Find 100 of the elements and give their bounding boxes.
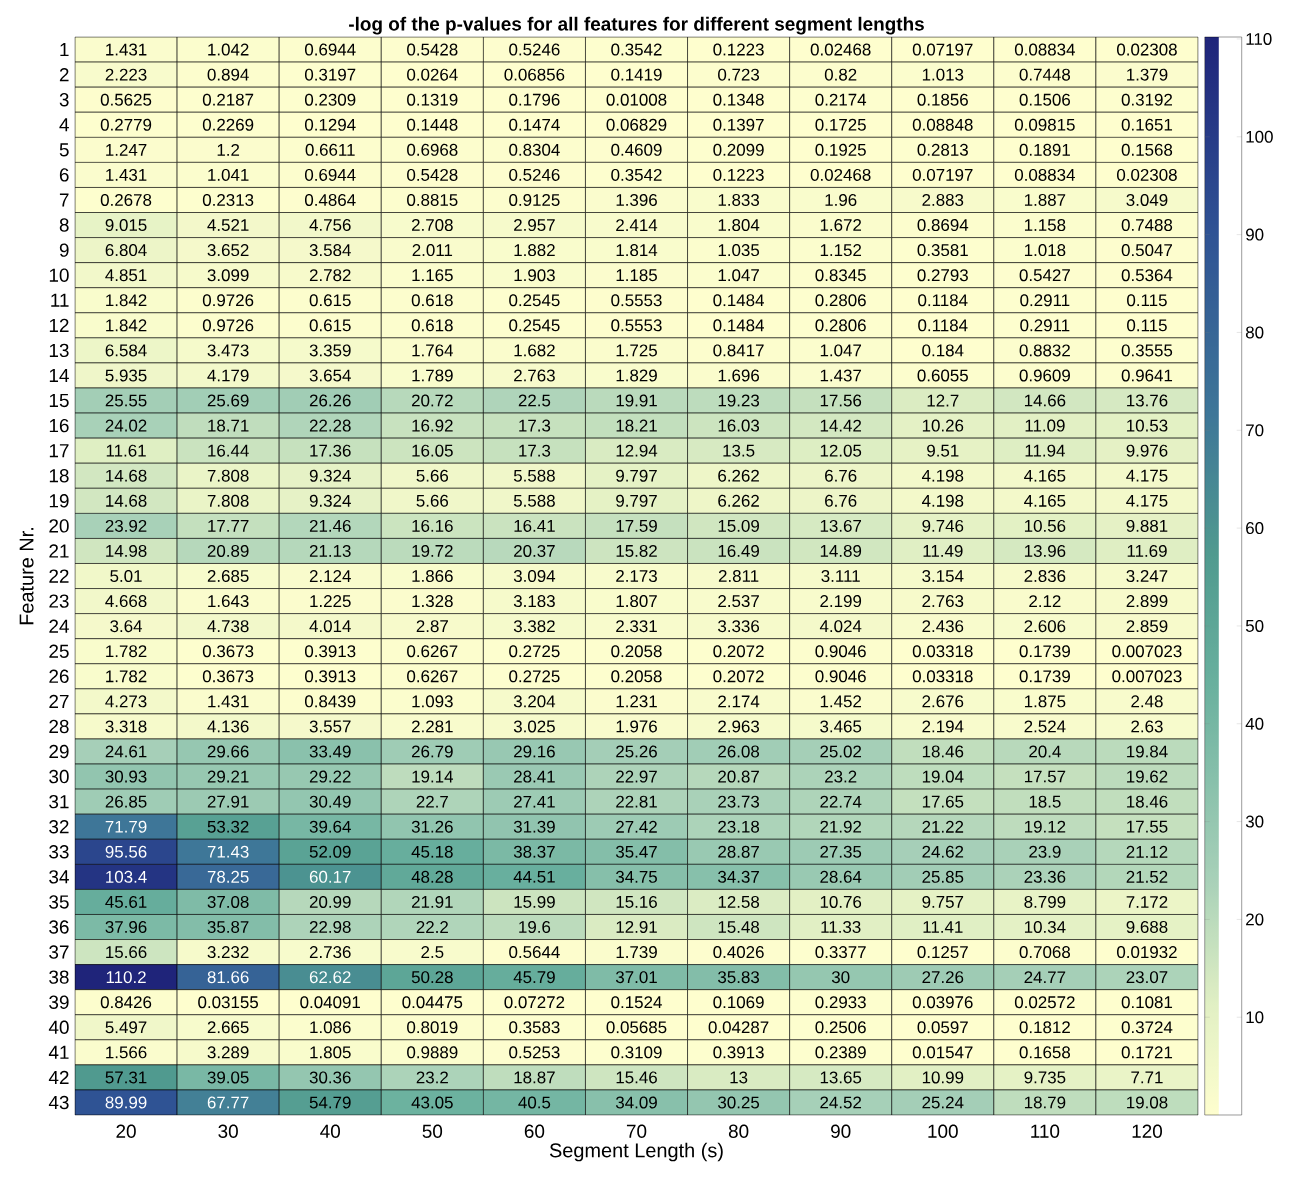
data-label: 2.414 xyxy=(616,219,658,231)
data-label: 2.223 xyxy=(105,68,147,81)
data-label: 6.262 xyxy=(718,469,759,482)
data-label: 0.2058 xyxy=(611,645,662,658)
data-label: 16.49 xyxy=(718,544,759,557)
data-label: 0.3913 xyxy=(304,645,356,658)
data-label: 1.782 xyxy=(106,645,147,658)
data-label: 1.566 xyxy=(106,1046,147,1059)
data-label: 0.6944 xyxy=(304,43,356,56)
data-label: 2.281 xyxy=(411,720,453,733)
data-label: 30 xyxy=(831,971,850,984)
data-label: 3.289 xyxy=(207,1046,249,1059)
data-label: 0.2911 xyxy=(1020,294,1070,307)
data-label: 25.85 xyxy=(922,870,964,883)
data-label: 5.588 xyxy=(513,469,555,482)
data-label: 21.92 xyxy=(820,820,862,833)
data-label: 0.8832 xyxy=(1019,344,1070,357)
data-label: 0.3197 xyxy=(304,68,356,81)
y-tick-label: 7 xyxy=(59,193,69,207)
data-label: 71.43 xyxy=(207,845,249,858)
data-label: 3.318 xyxy=(105,720,147,733)
data-label: 26.85 xyxy=(105,795,147,808)
data-label: 0.723 xyxy=(718,68,760,81)
data-label: 0.1474 xyxy=(509,118,560,131)
data-label: 1.379 xyxy=(1127,68,1168,81)
data-label: 0.1223 xyxy=(713,168,764,181)
data-label: 45.79 xyxy=(513,971,555,984)
data-label: 2.174 xyxy=(718,695,760,708)
data-label: 16.03 xyxy=(718,419,760,432)
data-label: 0.5246 xyxy=(509,43,560,56)
y-tick-label: 24 xyxy=(49,619,69,633)
data-label: 78.25 xyxy=(207,870,249,883)
data-label: 5.01 xyxy=(110,570,142,583)
y-tick-label: 34 xyxy=(49,870,69,884)
data-label: 1.018 xyxy=(1024,244,1066,257)
data-label: 30.49 xyxy=(309,795,351,808)
data-label: 0.08848 xyxy=(912,118,973,131)
data-label: 0.2309 xyxy=(304,93,356,106)
data-label: 8.799 xyxy=(1024,895,1066,908)
data-label: 62.62 xyxy=(309,971,351,984)
data-label: 2.708 xyxy=(411,219,453,232)
data-label: 2.859 xyxy=(1126,620,1168,633)
data-label: 1.047 xyxy=(820,344,862,357)
data-label: 13.96 xyxy=(1024,544,1066,557)
data-label: 21.46 xyxy=(309,519,351,532)
x-axis-title: Segment Length (s) xyxy=(549,1142,723,1162)
data-label: 0.5427 xyxy=(1019,269,1070,282)
data-label: 22.98 xyxy=(309,920,351,933)
data-label: 1.093 xyxy=(412,695,453,708)
data-label: 26.79 xyxy=(411,745,453,758)
data-label: 29.22 xyxy=(309,770,351,783)
y-tick-label: 31 xyxy=(49,794,69,809)
data-label: 0.3583 xyxy=(509,1021,560,1034)
data-label: 17.56 xyxy=(820,394,862,407)
data-label: 11.49 xyxy=(923,544,963,557)
data-label: 0.115 xyxy=(1127,319,1167,332)
data-label: 12.91 xyxy=(616,920,657,933)
data-label: 29.16 xyxy=(514,745,555,758)
data-label: 0.05685 xyxy=(606,1021,667,1034)
data-label: 0.03976 xyxy=(912,996,973,1009)
data-label: 0.1348 xyxy=(713,93,764,106)
data-label: 0.1484 xyxy=(713,319,764,332)
data-label: 2.963 xyxy=(718,720,760,733)
data-label: 1.452 xyxy=(820,695,862,708)
data-label: 2.524 xyxy=(1024,720,1066,733)
data-label: 9.51 xyxy=(927,444,959,457)
data-label: 24.52 xyxy=(820,1096,862,1109)
data-label: 0.3109 xyxy=(611,1046,662,1059)
color-bar-label: 100 xyxy=(1246,130,1273,143)
y-tick-label: 36 xyxy=(49,920,69,934)
data-label: 19.72 xyxy=(412,544,453,557)
data-label: 2.48 xyxy=(1131,695,1163,708)
data-label: 22.74 xyxy=(820,795,862,808)
data-label: 95.56 xyxy=(105,845,147,858)
data-label: 0.1184 xyxy=(918,319,968,332)
data-label: 1.165 xyxy=(412,269,453,282)
data-label: 0.115 xyxy=(1127,294,1167,307)
data-label: 1.842 xyxy=(106,319,147,332)
data-label: 13.76 xyxy=(1127,394,1168,407)
data-label: 4.179 xyxy=(207,369,249,382)
data-label: 14.68 xyxy=(106,469,147,482)
data-label: 0.1524 xyxy=(611,996,662,1009)
data-label: 0.2389 xyxy=(815,1046,866,1059)
data-label: 6.262 xyxy=(718,494,759,507)
data-label: 23.2 xyxy=(416,1071,448,1084)
data-label: 4.014 xyxy=(309,620,351,633)
data-label: 15.99 xyxy=(514,895,555,908)
data-label: 0.6055 xyxy=(917,369,968,382)
data-label: 1.782 xyxy=(106,670,147,683)
data-label: 20.72 xyxy=(411,394,453,407)
data-label: 4.756 xyxy=(309,219,351,232)
data-label: 5.935 xyxy=(105,369,147,382)
y-tick-label: 18 xyxy=(49,469,69,483)
data-label: 0.1739 xyxy=(1019,645,1070,658)
x-tick-label: 90 xyxy=(831,1124,851,1138)
data-label: 0.1223 xyxy=(713,43,764,56)
x-tick-label: 30 xyxy=(218,1124,238,1138)
data-label: 0.3673 xyxy=(202,670,254,683)
data-label: 4.198 xyxy=(921,494,964,507)
data-label: 0.2174 xyxy=(815,93,867,106)
